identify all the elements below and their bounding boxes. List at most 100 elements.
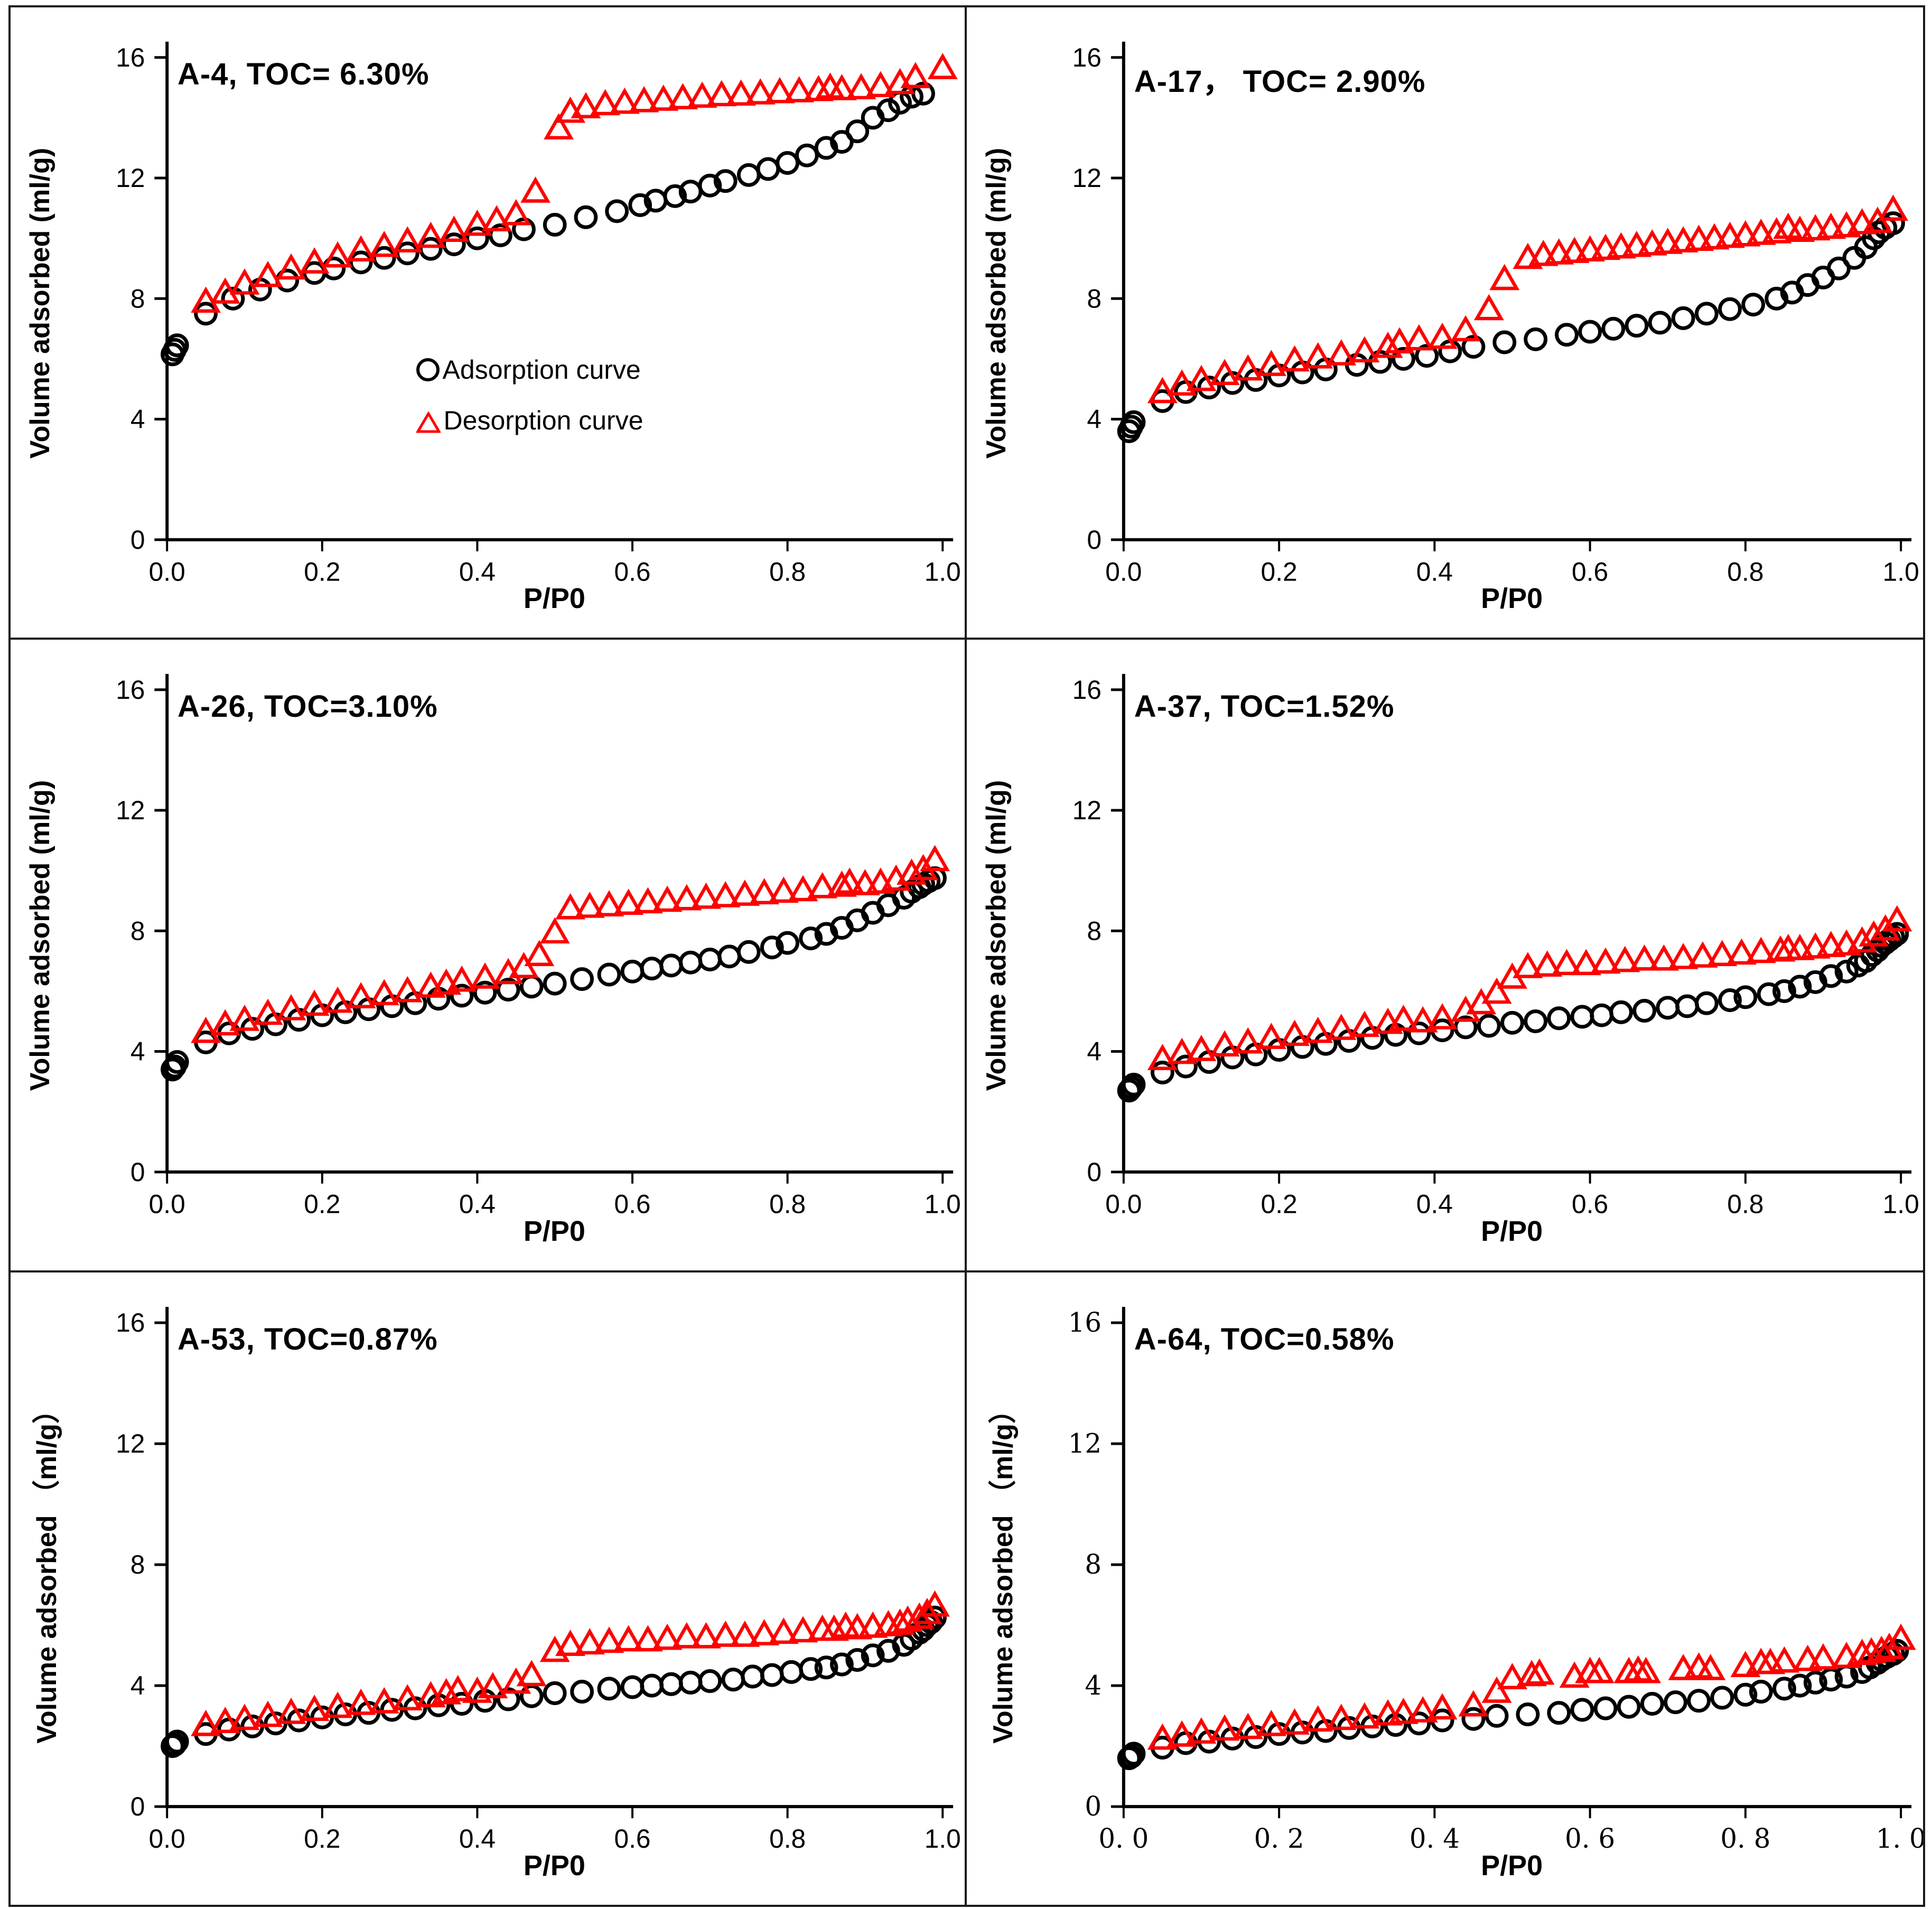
svg-text:0.8: 0.8 <box>769 1824 806 1854</box>
svg-text:4: 4 <box>1087 404 1102 434</box>
plot-a17: 0 4 8 12 16 0.0 0.2 0.4 0.6 0.8 1.0 <box>1072 41 1919 587</box>
svg-text:12: 12 <box>1072 163 1102 193</box>
svg-text:0. 6: 0. 6 <box>1565 1823 1615 1854</box>
panel-a37: 0 4 8 12 16 0.0 0.2 0.4 0.6 0.8 1.0 A-37, TOC=1.52… <box>967 640 1923 1272</box>
panel-title-a53: A-53, TOC=0.87% <box>178 1322 438 1357</box>
svg-text:0.4: 0.4 <box>1416 1190 1453 1219</box>
svg-text:0.0: 0.0 <box>1105 1190 1142 1219</box>
svg-text:0.4: 0.4 <box>459 1824 496 1854</box>
svg-text:12: 12 <box>1072 796 1102 825</box>
svg-text:0.0: 0.0 <box>149 557 185 586</box>
x-axis-label: P/P0 <box>523 1215 585 1247</box>
svg-text:4: 4 <box>130 404 145 434</box>
legend: Adsorption curve Desorption curve <box>415 344 643 446</box>
y-axis-label: Volume adsorbed （ml/g） <box>988 1396 1019 1744</box>
svg-text:0: 0 <box>1087 1157 1102 1187</box>
svg-text:0. 4: 0. 4 <box>1410 1823 1460 1854</box>
panel-a26: 0 4 8 12 16 0.0 0.2 0.4 0.6 0.8 1.0 A-26, TOC=3.10… <box>11 640 967 1272</box>
adsorption-marker-icon <box>416 358 440 382</box>
svg-text:12: 12 <box>116 796 145 825</box>
svg-text:0: 0 <box>1087 525 1102 555</box>
legend-label-desorption: Desorption curve <box>443 406 643 436</box>
x-axis-label: P/P0 <box>1481 1849 1543 1882</box>
svg-text:0: 0 <box>130 525 145 555</box>
x-axis-label: P/P0 <box>523 583 585 615</box>
panel-a17: 0 4 8 12 16 0.0 0.2 0.4 0.6 0.8 1.0 A-17， TOC= 2.9… <box>967 7 1923 640</box>
svg-text:8: 8 <box>130 1550 145 1579</box>
panel-title-a37: A-37, TOC=1.52% <box>1134 689 1395 724</box>
plot-a37: 0 4 8 12 16 0.0 0.2 0.4 0.6 0.8 1.0 <box>1072 674 1919 1219</box>
svg-text:16: 16 <box>116 43 145 72</box>
svg-text:4: 4 <box>1085 1670 1102 1701</box>
y-axis-label: Volume adsorbed (ml/g) <box>981 147 1012 459</box>
x-axis-label: P/P0 <box>1481 1215 1543 1247</box>
svg-text:0.6: 0.6 <box>614 1190 650 1219</box>
panel-title-a17: A-17， TOC= 2.90% <box>1134 64 1426 99</box>
y-axis-label: Volume adsorbed （ml/g） <box>32 1396 62 1744</box>
svg-text:0.0: 0.0 <box>149 1824 185 1854</box>
svg-text:16: 16 <box>116 675 145 705</box>
svg-text:4: 4 <box>130 1037 145 1066</box>
panel-a53: 0 4 8 12 16 0.0 0.2 0.4 0.6 0.8 1.0 A-53, TOC=0.87… <box>11 1272 967 1905</box>
svg-text:8: 8 <box>1085 1549 1102 1580</box>
svg-text:8: 8 <box>1087 916 1102 946</box>
svg-text:0.0: 0.0 <box>149 1190 185 1219</box>
y-axis-label: Volume adsorbed (ml/g) <box>981 780 1012 1091</box>
svg-text:4: 4 <box>130 1671 145 1700</box>
plot-a53: 0 4 8 12 16 0.0 0.2 0.4 0.6 0.8 1.0 <box>116 1306 961 1854</box>
svg-text:0.4: 0.4 <box>1416 557 1453 587</box>
desorption-marker-icon <box>415 409 441 433</box>
svg-text:1. 0: 1. 0 <box>1876 1823 1923 1854</box>
legend-label-adsorption: Adsorption curve <box>442 355 641 385</box>
svg-text:0: 0 <box>1085 1791 1102 1822</box>
panel-title-a26: A-26, TOC=3.10% <box>178 689 438 724</box>
svg-text:12: 12 <box>116 163 145 193</box>
plot-a26: 0 4 8 12 16 0.0 0.2 0.4 0.6 0.8 1.0 <box>116 674 961 1219</box>
panel-title-a4: A-4, TOC= 6.30% <box>178 57 430 92</box>
svg-text:0.2: 0.2 <box>304 1190 340 1219</box>
svg-text:0.6: 0.6 <box>614 1824 650 1854</box>
x-axis-label: P/P0 <box>1481 583 1543 615</box>
svg-text:0.2: 0.2 <box>1261 557 1298 587</box>
y-axis-label: Volume adsorbed (ml/g) <box>25 780 55 1091</box>
plot-a64: 0 4 8 12 16 0. 0 0. 2 0. 4 0. 6 0. 8 1. 0 <box>1068 1306 1923 1854</box>
svg-text:12: 12 <box>1068 1428 1102 1459</box>
svg-text:0.4: 0.4 <box>459 1190 496 1219</box>
svg-text:16: 16 <box>1068 1307 1102 1338</box>
y-axis-label: Volume adsorbed (ml/g) <box>25 147 55 459</box>
svg-text:4: 4 <box>1087 1037 1102 1066</box>
svg-text:1.0: 1.0 <box>925 1824 961 1854</box>
svg-text:0.2: 0.2 <box>304 557 340 586</box>
svg-text:0.6: 0.6 <box>1572 557 1608 587</box>
svg-text:16: 16 <box>116 1308 145 1337</box>
legend-item-adsorption: Adsorption curve <box>416 344 643 395</box>
svg-text:0.8: 0.8 <box>769 557 806 586</box>
svg-text:12: 12 <box>116 1429 145 1458</box>
panel-a4: 0 4 8 12 16 0.0 0.2 0.4 0.6 0.8 1.0 A-4, TOC= 6.30… <box>11 7 967 640</box>
svg-text:0.8: 0.8 <box>1727 557 1763 587</box>
figure-frame: 0 4 8 12 16 0.0 0.2 0.4 0.6 0.8 1.0 A-4, TOC= 6.30… <box>8 5 1925 1907</box>
svg-text:0.6: 0.6 <box>614 557 650 586</box>
svg-text:0.0: 0.0 <box>1105 557 1142 587</box>
svg-text:0: 0 <box>130 1157 145 1187</box>
x-axis-label: P/P0 <box>523 1849 585 1882</box>
legend-item-desorption: Desorption curve <box>415 395 643 446</box>
svg-text:0.2: 0.2 <box>304 1824 340 1854</box>
svg-text:0.4: 0.4 <box>459 557 496 586</box>
svg-text:0: 0 <box>130 1792 145 1821</box>
svg-text:0.2: 0.2 <box>1261 1190 1298 1219</box>
panel-a64: 0 4 8 12 16 0. 0 0. 2 0. 4 0. 6 0. 8 1. 0 A-64, TO… <box>967 1272 1923 1905</box>
panel-title-a64: A-64, TOC=0.58% <box>1134 1322 1395 1357</box>
svg-text:0. 2: 0. 2 <box>1254 1823 1304 1854</box>
svg-text:0. 8: 0. 8 <box>1720 1823 1770 1854</box>
svg-text:0.8: 0.8 <box>1727 1190 1763 1219</box>
plot-a4: 0 4 8 12 16 0.0 0.2 0.4 0.6 0.8 1.0 <box>116 41 961 587</box>
svg-text:8: 8 <box>130 916 145 946</box>
svg-text:0. 0: 0. 0 <box>1098 1823 1149 1854</box>
svg-text:0.6: 0.6 <box>1572 1190 1608 1219</box>
svg-text:1.0: 1.0 <box>925 1190 961 1219</box>
svg-text:0.8: 0.8 <box>769 1190 806 1219</box>
svg-text:16: 16 <box>1072 675 1102 705</box>
svg-text:1.0: 1.0 <box>925 557 961 586</box>
